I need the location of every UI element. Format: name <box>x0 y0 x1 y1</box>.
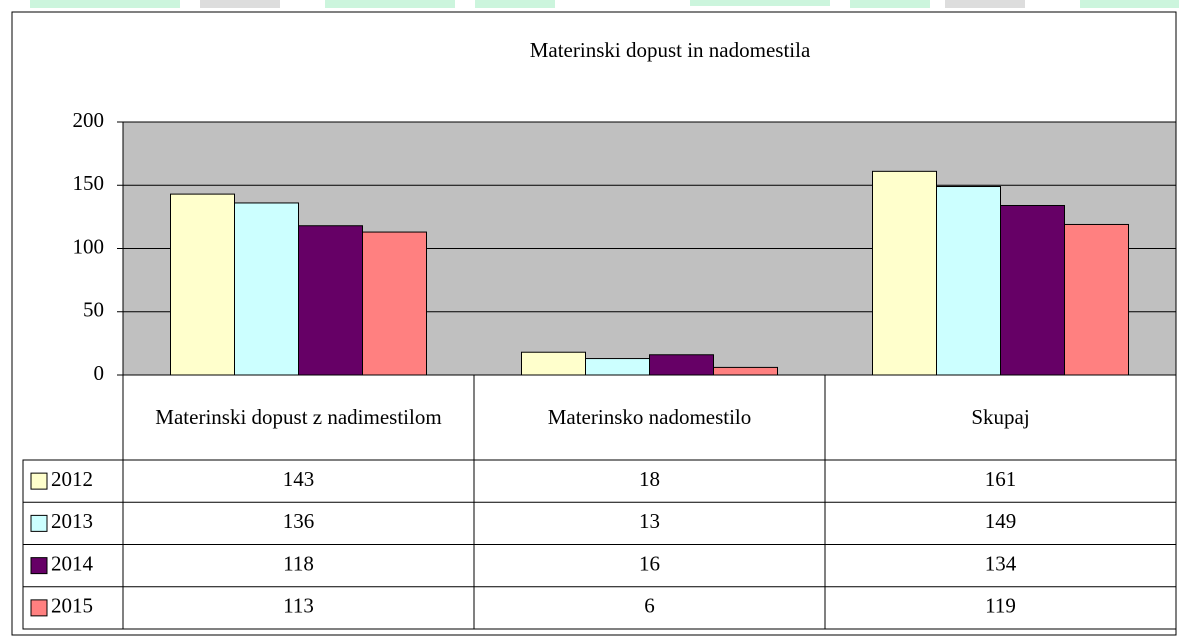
x-tick-label: Materinsko nadomestilo <box>547 404 752 429</box>
table-value: 13 <box>639 509 660 533</box>
legend-key <box>30 472 48 490</box>
bar <box>649 354 714 376</box>
x-tick-label: Materinski dopust z nadimestilom <box>155 404 442 429</box>
bar <box>521 351 586 376</box>
background-decor <box>30 0 1179 8</box>
table-value: 118 <box>283 551 314 575</box>
bar <box>298 225 363 376</box>
table-value: 119 <box>985 594 1016 618</box>
y-tick-label: 100 <box>73 234 105 258</box>
bar <box>585 358 650 376</box>
legend-label: 2014 <box>51 551 94 575</box>
legend-key <box>30 514 48 532</box>
category-cell: Skupaj <box>971 404 1030 429</box>
table-value: 161 <box>985 467 1017 491</box>
table-value: 149 <box>985 509 1017 533</box>
table-value: 134 <box>985 551 1017 575</box>
y-tick-label: 0 <box>94 361 105 385</box>
legend-label: 2015 <box>51 594 93 618</box>
y-tick-label: 150 <box>73 171 105 195</box>
legend-key <box>30 599 48 617</box>
table-value: 6 <box>644 594 655 618</box>
chart-title: Materinski dopust in nadomestila <box>530 38 811 62</box>
table-value: 136 <box>283 509 315 533</box>
bar <box>1000 204 1065 376</box>
bar <box>170 193 235 376</box>
legend-label: 2013 <box>51 509 93 533</box>
bar <box>872 170 937 376</box>
legend-label: 2012 <box>51 467 93 491</box>
bar <box>1064 223 1129 376</box>
x-tick-label: Skupaj <box>971 404 1030 429</box>
y-tick-label: 200 <box>73 108 105 132</box>
table-value: 18 <box>639 467 660 491</box>
legend-key <box>30 557 48 575</box>
bar <box>362 231 427 376</box>
category-cell: Materinsko nadomestilo <box>547 404 752 429</box>
category-cell: Materinski dopust z nadimestilom <box>155 404 442 429</box>
y-tick-label: 50 <box>83 298 104 322</box>
bar <box>713 366 778 376</box>
table-value: 16 <box>639 551 660 575</box>
table-value: 113 <box>283 594 314 618</box>
bar <box>936 186 1001 376</box>
bar <box>234 202 299 376</box>
table-value: 143 <box>283 467 315 491</box>
